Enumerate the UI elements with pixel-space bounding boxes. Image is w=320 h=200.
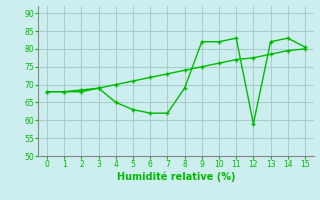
X-axis label: Humidité relative (%): Humidité relative (%): [117, 172, 235, 182]
